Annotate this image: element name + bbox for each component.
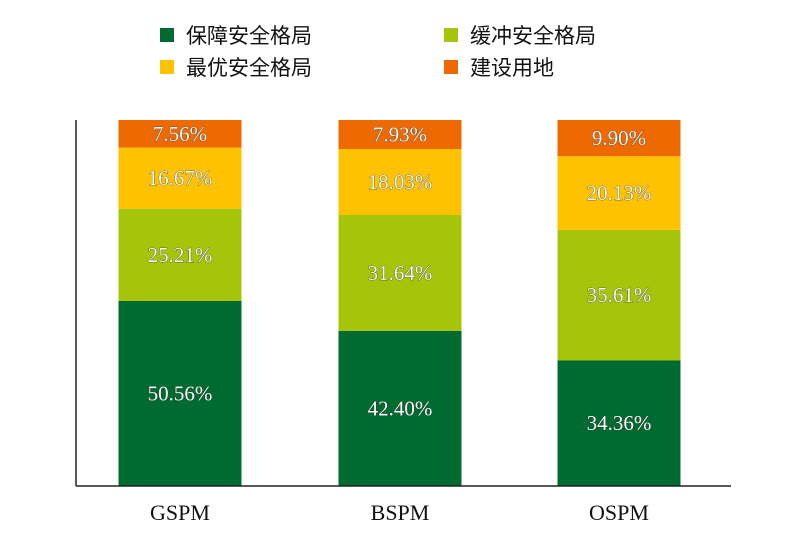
data-label: 16.67% [148,166,213,190]
data-label: 35.61% [587,283,652,307]
x-tick-label: BSPM [371,500,430,525]
bar-segment [118,208,242,301]
bar-segment [338,120,462,150]
bar-segment [118,147,242,209]
legend-swatch [160,60,174,74]
data-label: 31.64% [368,261,433,285]
data-label: 50.56% [148,381,213,405]
x-tick-labels: GSPM BSPM OSPM [150,500,649,525]
bar-segment [557,120,681,157]
bar-segment [557,229,681,361]
bar-segment [338,149,462,216]
data-label: 42.40% [368,396,433,420]
legend-label: 建设用地 [470,56,554,80]
x-tick-label: GSPM [150,500,210,525]
bar-segment [557,156,681,230]
data-label: 7.93% [373,123,427,147]
bar-segment [118,300,242,486]
data-label: 34.36% [587,411,652,435]
data-label: 25.21% [148,243,213,267]
bar-segment [118,120,242,148]
legend-swatch [444,28,458,42]
data-label: 20.13% [587,181,652,205]
legend-label: 保障安全格局 [186,24,312,48]
data-label: 9.90% [592,126,646,150]
data-label: 18.03% [368,170,433,194]
x-tick-label: OSPM [589,500,649,525]
bar-segment [557,360,681,486]
legend-swatch [160,28,174,42]
bar-segment [338,215,462,331]
plot-area: 50.56% 25.21% 16.67% 7.56% 42.40% 31.64% 18.03… [118,120,681,486]
legend-label: 最优安全格局 [186,56,312,80]
bar-segment [338,330,462,486]
data-label: 7.56% [153,122,207,146]
legend-swatch [444,60,458,74]
legend-label: 缓冲安全格局 [470,24,596,48]
